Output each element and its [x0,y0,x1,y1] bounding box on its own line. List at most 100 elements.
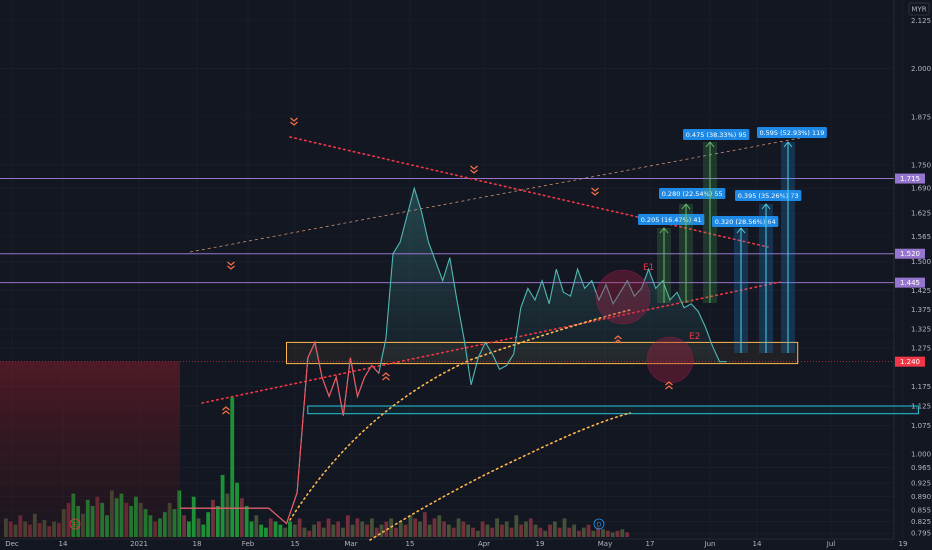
trendlines [189,136,801,541]
volume-bar [182,515,186,537]
chevron-down-icon [591,187,599,196]
measure-tool: 0.280 (22.54%) 55 [659,188,726,303]
volume-bar [278,524,283,537]
volume-bar [447,524,451,537]
volume-bar [239,498,244,537]
volume-bar [413,518,418,537]
volume-bar [191,496,196,537]
entry-circles: E1 E2 [595,263,700,384]
measure-label-bg [757,127,827,138]
volume-bar [317,521,321,537]
chevron-stroke [222,410,230,415]
volume-bar [591,530,596,537]
measure-label: 0.395 (35.26%) 73 [738,192,799,200]
svg-text:D: D [597,522,602,529]
chevron-up-icon [222,406,230,415]
price-line-below [180,340,380,525]
volume-bar [596,527,601,537]
chevron-stroke [290,121,298,126]
entry-circle [595,269,651,325]
volume-bar [336,521,341,537]
y-tick-label: 1.275 [911,345,931,353]
last-price-badge [895,356,925,367]
volume-bar [235,482,239,537]
volume-bar [567,527,572,537]
volume-bar [519,524,524,537]
volume-bar [225,493,230,537]
y-tick-label: 1.425 [911,287,931,295]
y-tick-label: 1.500 [911,258,931,266]
y-tick-label: 1.375 [911,306,931,314]
volume-bar [268,518,273,537]
volume-bar [374,527,379,537]
measure-label-bg [683,129,750,140]
chevron-stroke [665,385,673,390]
volume-bar [557,527,562,537]
below-area-fill [0,361,180,539]
volume-bar [538,527,543,537]
volume-bar [249,521,254,537]
volume-bar [365,524,369,537]
currency-badge[interactable]: MYR [908,2,930,16]
measure-arrow [705,141,715,148]
y-tick-label: 1.000 [911,451,931,459]
volume-bar [605,530,610,537]
chevron-stroke [614,339,622,344]
x-tick-label: 14 [59,540,68,548]
chevron-stroke [470,169,478,174]
chevron-stroke [665,381,673,386]
volume-bar [620,529,625,537]
volume-bar [524,521,528,537]
y-tick-label: 0.925 [911,480,931,488]
measure-label: 0.320 (28.56%) 64 [715,218,776,226]
volume-bar [355,518,360,537]
volume-bar [215,506,220,537]
volume-bar [432,518,437,537]
chevron-stroke [227,265,235,270]
volume-bar [422,512,427,537]
x-tick-label: 19 [536,540,545,548]
volume-bar [350,524,355,537]
volume-bar [442,521,447,537]
volume-bar [206,512,211,537]
time-axis[interactable]: Dec 14 2021 18 Feb 15 Mar 15 Apr 19 May 17 Jun 14 Jul 1… [5,540,907,548]
volume-bar [341,527,345,537]
x-tick-label: 18 [193,540,202,548]
entry-label: E1 [643,263,654,273]
volume-bar [254,515,259,537]
volume-bar [509,527,514,537]
volume-bar [220,475,225,537]
currency-label: MYR [911,6,926,14]
chevron-down-icon [227,261,235,270]
volume-bar [307,530,312,537]
volume-bar [437,515,442,537]
measure-tool: 0.475 (38.33%) 95 [683,129,750,303]
volume-bar [408,515,413,537]
volume-bar [543,530,548,537]
volume-bar [244,506,249,537]
volume-bar [186,521,191,537]
measurement-tools: 0.205 (16.47%) 41 0.280 (22.54%) 55 0.475 … [638,127,827,353]
event-icon-d[interactable]: D [593,518,605,530]
volume-bar [331,524,336,537]
chevron-stroke [222,406,230,411]
volume-bar [369,518,374,537]
level-badge [895,277,925,288]
volume-bar [384,521,389,537]
entry-label: E2 [689,332,700,342]
volume-bar [394,527,398,537]
volume-bar [475,530,480,537]
chevron-markers [222,117,673,415]
volume-bar [514,515,519,537]
y-tick-label: 2.000 [911,65,931,73]
volume-bar [230,397,235,537]
lower-zone-box [307,405,919,415]
event-icon-e[interactable]: E [69,518,81,530]
chevron-stroke [227,261,235,266]
price-axis[interactable]: 2.125 2.000 1.875 1.750 1.690 1.625 1.565 1.500… [895,17,931,538]
x-tick-label: Dec [5,540,19,548]
y-tick-label: 2.125 [911,17,931,25]
volume-bar [360,521,365,537]
measure-label: 0.205 (16.47%) 41 [641,216,702,224]
